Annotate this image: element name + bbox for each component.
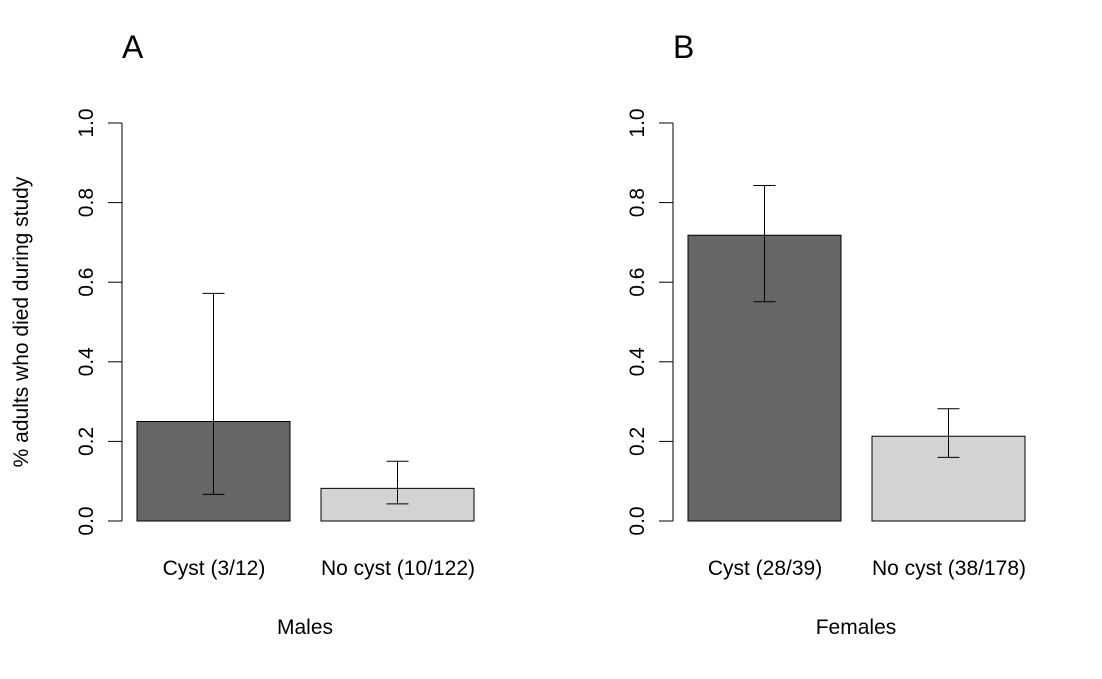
- y-tick-label-b: 0.4: [626, 347, 649, 377]
- y-axis-label: % adults who died during study: [10, 176, 33, 467]
- y-tick-label-b: 0.2: [626, 427, 649, 456]
- panel-a: A 0.0 0.2 0.4 0.6 0.8 1.0 Cyst (3/12) No cyst …: [75, 29, 475, 639]
- error-bar-b-cyst: [753, 184, 776, 303]
- y-axis-a: 0.0 0.2 0.4 0.6 0.8 1.0: [75, 108, 123, 536]
- x-axis-label-a: Males: [277, 616, 333, 639]
- panel-label-b: B: [673, 29, 694, 65]
- y-tick-label-a: 1.0: [75, 108, 98, 137]
- bars-b: [687, 184, 1026, 522]
- category-label-b-no-cyst: No cyst (38/178): [872, 557, 1026, 580]
- y-axis-b: 0.0 0.2 0.4 0.6 0.8 1.0: [626, 108, 674, 536]
- category-label-a-cyst: Cyst (3/12): [163, 557, 266, 580]
- y-tick-label-a: 0.2: [75, 427, 98, 456]
- y-tick-label-a: 0.8: [75, 188, 98, 217]
- x-axis-label-b: Females: [816, 616, 897, 639]
- y-tick-label-a: 0.6: [75, 268, 98, 297]
- category-label-b-cyst: Cyst (28/39): [708, 557, 822, 580]
- error-bar-b-no-cyst: [937, 408, 960, 458]
- y-tick-label-a: 0.0: [75, 506, 98, 535]
- category-labels-b: Cyst (28/39) No cyst (38/178): [708, 557, 1026, 580]
- error-bar-a-cyst: [202, 292, 225, 495]
- y-tick-label-b: 0.0: [626, 506, 649, 535]
- y-tick-label-b: 0.8: [626, 188, 649, 217]
- panel-b: B 0.0 0.2 0.4 0.6 0.8 1.0 Cyst (28/39) No cyst…: [626, 29, 1026, 639]
- bars-a: [136, 292, 475, 522]
- y-tick-label-b: 1.0: [626, 108, 649, 137]
- y-tick-label-a: 0.4: [75, 347, 98, 377]
- y-tick-label-b: 0.6: [626, 268, 649, 297]
- panel-label-a: A: [122, 29, 144, 65]
- category-labels-a: Cyst (3/12) No cyst (10/122): [163, 557, 475, 580]
- category-label-a-no-cyst: No cyst (10/122): [321, 557, 475, 580]
- error-bar-a-no-cyst: [386, 460, 409, 505]
